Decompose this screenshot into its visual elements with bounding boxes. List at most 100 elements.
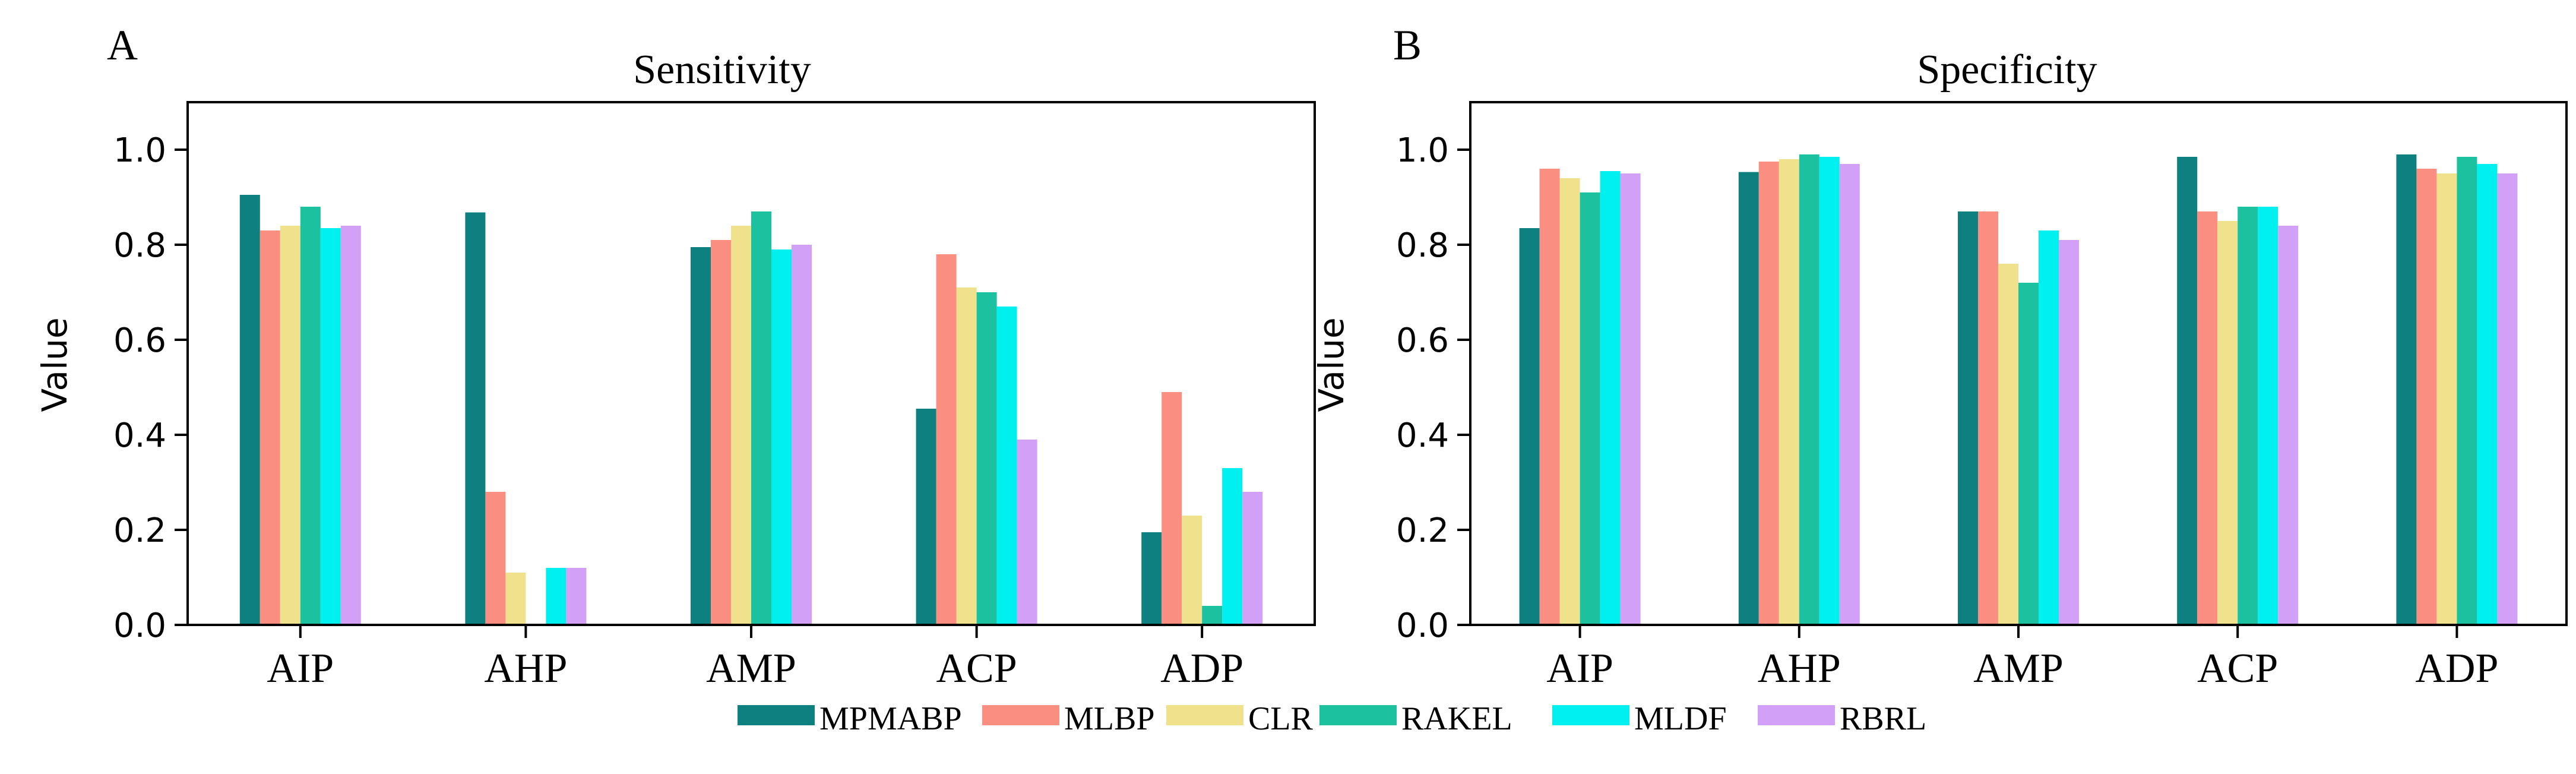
bar-mlbp-ahp xyxy=(1758,162,1779,625)
bar-rakel-ahp xyxy=(1799,154,1819,625)
y-tick-label: 1.0 xyxy=(113,131,166,170)
legend-label-mldf: MLDF xyxy=(1634,700,1727,737)
bar-rbrl-ahp xyxy=(1839,164,1860,625)
bar-mldf-aip xyxy=(1600,171,1621,625)
bar-clr-adp xyxy=(2436,173,2457,625)
bar-clr-amp xyxy=(1998,264,2018,625)
bar-rakel-adp xyxy=(2457,157,2477,625)
y-axis-label: Value xyxy=(34,317,75,412)
bar-mlbp-adp xyxy=(1162,392,1182,625)
bar-rakel-adp xyxy=(1202,606,1223,625)
bar-clr-aip xyxy=(280,226,300,625)
plot-frame xyxy=(186,101,1316,626)
bar-mlbp-adp xyxy=(2416,169,2437,625)
bar-mldf-ahp xyxy=(546,568,567,625)
bar-mldf-adp xyxy=(2477,164,2498,625)
y-tick-label: 0.2 xyxy=(113,511,166,550)
chart-title: Specificity xyxy=(1917,47,2097,93)
bar-mpmabp-ahp xyxy=(1738,172,1759,625)
bar-mldf-acp xyxy=(996,307,1017,625)
legend-swatch-rbrl xyxy=(1758,705,1835,725)
x-tick-label: ACP xyxy=(936,646,1017,691)
x-axis-ticks: AIP AHP AMP ACP ADP xyxy=(1546,625,2498,691)
bar-clr-ahp xyxy=(505,573,526,625)
bar-mlbp-acp xyxy=(936,254,957,625)
bar-mpmabp-acp xyxy=(916,409,936,625)
y-axis-label: Value xyxy=(1311,317,1352,412)
x-tick-label: AIP xyxy=(267,646,334,691)
bar-mpmabp-adp xyxy=(1141,532,1162,625)
x-tick-label: ADP xyxy=(2415,646,2498,691)
x-tick-label: AHP xyxy=(1758,646,1841,691)
y-axis-ticks: 0.0 0.2 0.4 0.6 0.8 1.0 xyxy=(113,131,188,645)
bar-rbrl-amp xyxy=(792,245,812,625)
y-tick-label: 0.0 xyxy=(113,606,166,645)
bars xyxy=(239,195,1263,625)
x-tick-label: AMP xyxy=(1973,646,2064,691)
bar-clr-acp xyxy=(956,288,977,625)
y-tick-label: 0.6 xyxy=(113,321,166,360)
bar-rakel-amp xyxy=(751,211,771,625)
x-tick-label: AIP xyxy=(1546,646,1613,691)
bar-rakel-acp xyxy=(2238,207,2258,625)
panel-a: A Sensitivity Value 0.0 0.2 0.4 0.6 0.8 1.0 A… xyxy=(34,21,1316,691)
bar-mpmabp-adp xyxy=(2396,154,2417,625)
panel-label: A xyxy=(107,21,138,69)
y-tick-label: 0.6 xyxy=(1396,321,1449,360)
bar-clr-acp xyxy=(2217,221,2238,625)
legend-label-clr: CLR xyxy=(1248,700,1314,737)
bar-clr-ahp xyxy=(1778,159,1799,625)
bar-rbrl-aip xyxy=(1620,173,1641,625)
legend-label-rakel: RAKEL xyxy=(1401,700,1512,737)
bar-rakel-acp xyxy=(976,292,997,625)
bar-mldf-ahp xyxy=(1819,157,1840,625)
legend-swatch-clr xyxy=(1166,705,1243,725)
bar-rbrl-acp xyxy=(2278,226,2299,625)
bar-mlbp-amp xyxy=(711,240,731,625)
bar-rakel-amp xyxy=(2018,283,2039,625)
bar-rakel-aip xyxy=(1580,192,1600,625)
legend-swatch-mpmabp xyxy=(738,705,815,725)
bar-mldf-acp xyxy=(2258,207,2278,625)
legend-swatch-rakel xyxy=(1319,705,1397,725)
y-tick-label: 0.4 xyxy=(1396,416,1449,455)
bar-mldf-aip xyxy=(320,228,341,625)
panel-label: B xyxy=(1393,21,1422,69)
bar-mlbp-amp xyxy=(1978,211,1998,625)
bars xyxy=(1519,154,2518,625)
legend-label-rbrl: RBRL xyxy=(1840,700,1926,737)
bar-mldf-amp xyxy=(771,249,792,625)
y-tick-label: 0.2 xyxy=(1396,511,1449,550)
bar-rbrl-acp xyxy=(1017,440,1037,625)
legend-label-mpmabp: MPMABP xyxy=(819,700,962,737)
bar-clr-aip xyxy=(1559,178,1580,625)
bar-rbrl-aip xyxy=(340,226,361,625)
legend-swatch-mldf xyxy=(1552,705,1629,725)
bar-mpmabp-aip xyxy=(1519,228,1540,625)
bar-mpmabp-amp xyxy=(1958,211,1978,625)
x-tick-label: AMP xyxy=(706,646,796,691)
bar-mpmabp-aip xyxy=(239,195,260,625)
bar-rbrl-amp xyxy=(2059,240,2079,625)
bar-mldf-adp xyxy=(1222,468,1243,625)
bar-mlbp-acp xyxy=(2197,211,2218,625)
plot-frame xyxy=(1469,101,2568,626)
legend-swatch-mlbp xyxy=(982,705,1059,725)
y-tick-label: 0.8 xyxy=(1396,226,1449,265)
x-tick-label: AHP xyxy=(484,646,567,691)
y-axis-ticks: 0.0 0.2 0.4 0.6 0.8 1.0 xyxy=(1396,131,1470,645)
bar-rbrl-adp xyxy=(2497,173,2518,625)
y-tick-label: 0.8 xyxy=(113,226,166,265)
bar-mldf-amp xyxy=(2039,230,2059,625)
bar-clr-amp xyxy=(731,226,751,625)
bar-rbrl-adp xyxy=(1242,492,1263,625)
x-tick-label: ACP xyxy=(2197,646,2278,691)
bar-mlbp-ahp xyxy=(485,492,506,625)
bar-mlbp-aip xyxy=(260,230,280,625)
legend: MPMABP MLBP CLR RAKEL MLDF RBRL xyxy=(738,700,1926,737)
y-tick-label: 0.0 xyxy=(1396,606,1449,645)
bar-mpmabp-acp xyxy=(2177,157,2198,625)
bar-mpmabp-amp xyxy=(691,247,711,625)
panel-b: B Specificity Value 0.0 0.2 0.4 0.6 0.8 1.0 A… xyxy=(1311,21,2568,691)
